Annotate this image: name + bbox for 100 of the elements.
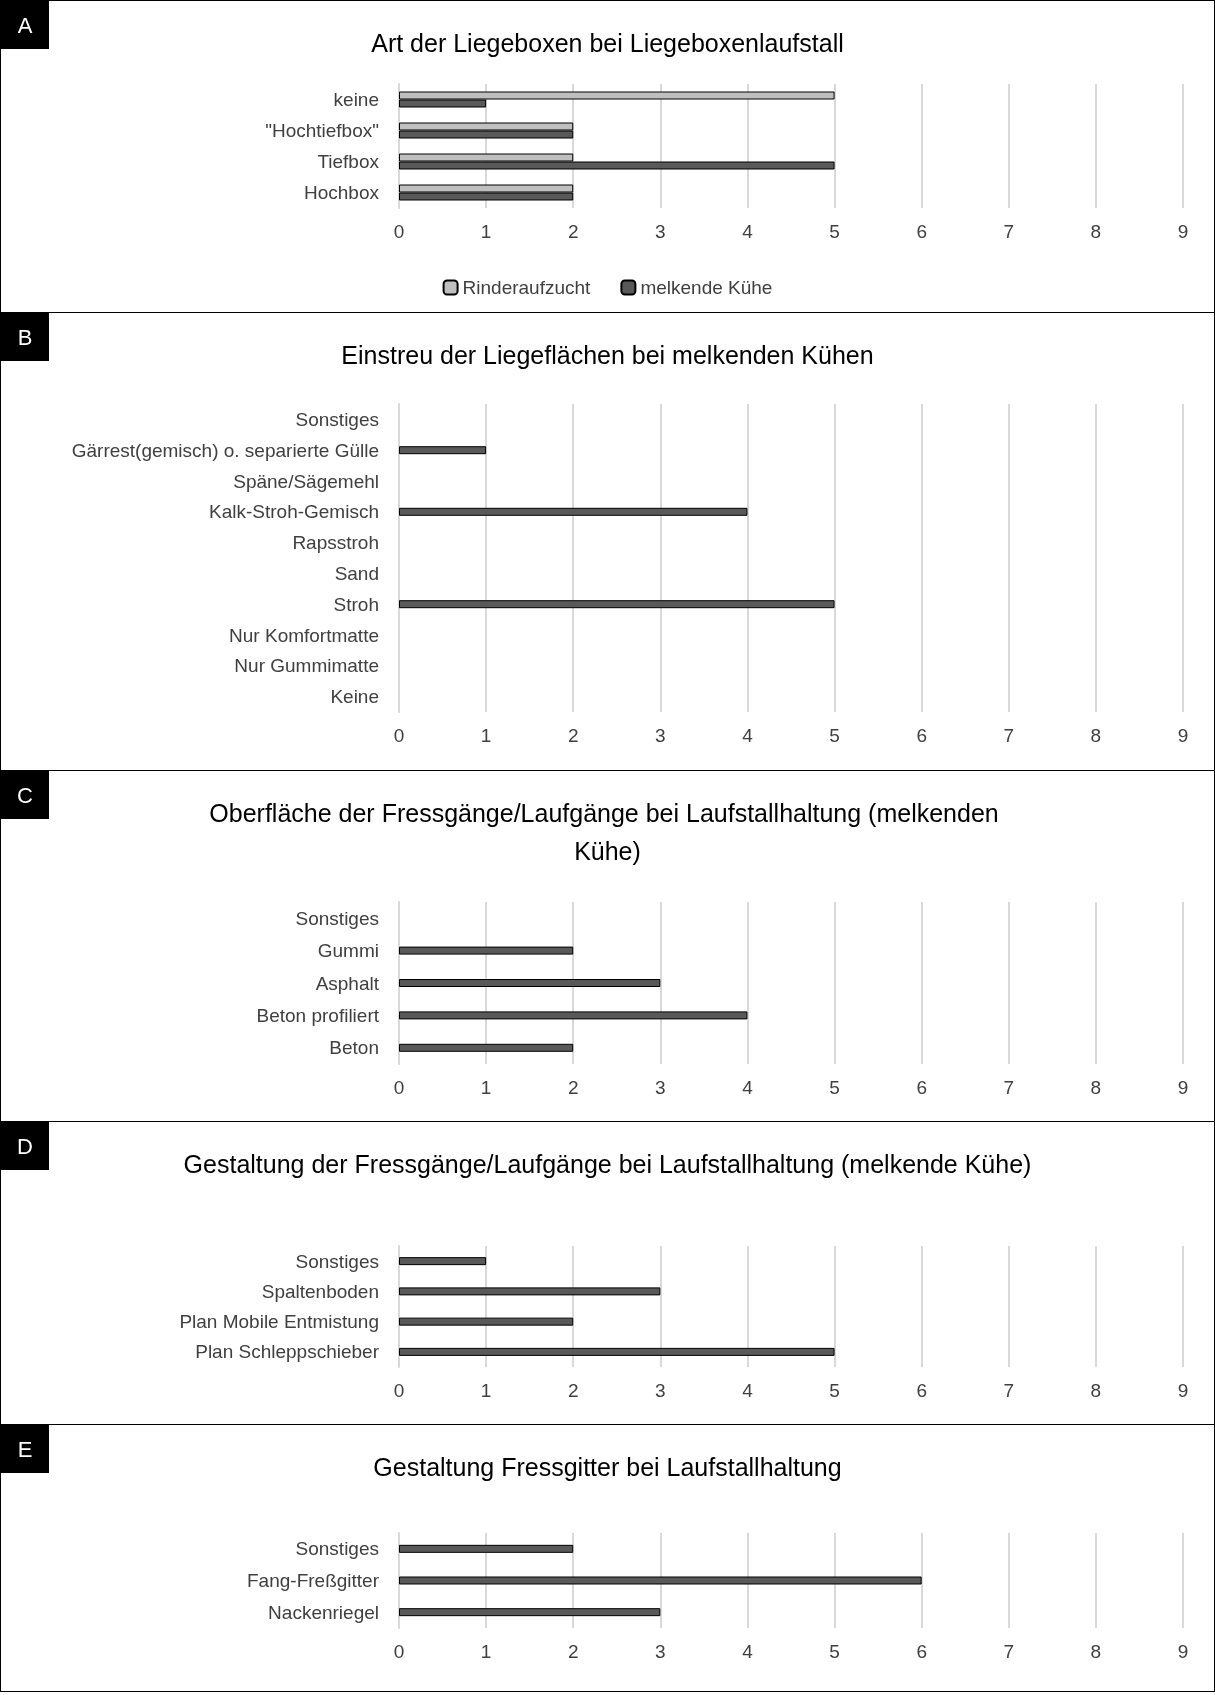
x-tick-label: 9 [1177, 1641, 1189, 1662]
x-tick-label: 5 [829, 725, 840, 746]
y-tick-label: Späne/Sägemehl [233, 470, 379, 492]
x-tick-label: 5 [829, 1077, 840, 1098]
x-tick-label: 0 [393, 725, 405, 746]
x-tick-label: 4 [742, 1380, 754, 1401]
bar [399, 1287, 661, 1296]
bar [399, 979, 661, 987]
y-tick-label: Gärrest(gemisch) o. separierte Gülle [71, 439, 379, 461]
bar [399, 1317, 574, 1326]
y-tick-label: "Hochtiefbox" [265, 120, 379, 141]
x-tick-label: 6 [916, 1077, 927, 1098]
x-tick-label: 8 [1090, 1077, 1102, 1098]
x-tick-label: 2 [567, 1380, 579, 1401]
x-tick-label: 6 [916, 221, 927, 242]
bar [399, 600, 835, 609]
x-tick-label: 0 [393, 1641, 405, 1662]
y-tick-label: Plan Mobile Entmistung [179, 1311, 379, 1333]
x-tick-label: 9 [1177, 1077, 1189, 1098]
text: D [17, 1133, 33, 1159]
bar [399, 1608, 661, 1617]
y-tick-label: Gummi [317, 940, 379, 962]
x-tick-label: 0 [393, 221, 405, 242]
y-tick-label: Sonstiges [295, 1538, 379, 1560]
x-tick-label: 9 [1177, 725, 1189, 746]
x-tick-label: 6 [916, 1380, 927, 1401]
y-tick-label: Sonstiges [295, 408, 379, 430]
x-tick-label: 6 [916, 725, 927, 746]
x-tick-label: 1 [480, 1641, 492, 1662]
y-tick-label: Keine [330, 686, 379, 708]
x-tick-label: 0 [393, 1077, 405, 1098]
legend-label: melkende Kühe [640, 277, 773, 298]
chart-title: Gestaltung Fressgitter bei Laufstallhaltung [373, 1453, 842, 1481]
y-tick-label: Nur Gummimatte [234, 655, 379, 677]
y-tick-label: Nackenriegel [268, 1601, 379, 1623]
bar [399, 507, 748, 516]
x-tick-label: 6 [916, 1641, 927, 1662]
x-tick-label: 7 [1003, 221, 1015, 242]
x-tick-label: 3 [655, 1641, 666, 1662]
x-tick-label: 3 [655, 1077, 666, 1098]
text: B [17, 324, 33, 350]
bar [399, 1043, 574, 1052]
legend-label: Rinderaufzucht [462, 277, 592, 298]
y-tick-label: keine [333, 89, 379, 110]
chart-title: Gestaltung der Fressgänge/Laufgänge bei Laufstallhaltung (melkende Kühe) [183, 1150, 1032, 1178]
x-tick-label: 1 [480, 725, 492, 746]
x-tick-label: 8 [1090, 1380, 1102, 1401]
y-tick-label: Kalk-Stroh-Gemisch [209, 501, 379, 523]
x-tick-label: 3 [655, 1380, 666, 1401]
x-tick-label: 0 [393, 1380, 405, 1401]
y-tick-label: Stroh [333, 593, 379, 615]
text: A [17, 12, 33, 38]
chart-title: Art der Liegeboxen bei Liegeboxenlaufstall [371, 29, 844, 57]
x-tick-label: 7 [1003, 725, 1015, 746]
x-tick-label: 1 [480, 221, 492, 242]
x-tick-label: 7 [1003, 1380, 1015, 1401]
y-tick-label: Nur Komfortmatte [229, 624, 379, 646]
y-tick-label: Rapsstroh [292, 532, 379, 554]
y-tick-label: Beton [329, 1037, 379, 1059]
bar [399, 446, 487, 455]
x-tick-label: 2 [567, 221, 579, 242]
y-tick-label: Tiefbox [317, 151, 380, 172]
x-tick-label: 2 [567, 1077, 579, 1098]
y-tick-label: Beton profiliert [256, 1004, 380, 1026]
bar [399, 1347, 835, 1356]
x-tick-label: 5 [829, 1380, 840, 1401]
y-tick-label: Sonstiges [295, 1250, 379, 1272]
text: E [17, 1436, 33, 1462]
bar [399, 1576, 922, 1585]
y-tick-label: Fang-Freßgitter [247, 1570, 380, 1591]
x-tick-label: 3 [655, 221, 666, 242]
y-tick-label: Asphalt [315, 972, 380, 994]
x-tick-label: 7 [1003, 1077, 1015, 1098]
x-tick-label: 8 [1090, 1641, 1102, 1662]
x-tick-label: 4 [742, 725, 754, 746]
bar [399, 946, 574, 955]
chart-title: Oberfläche der Fressgänge/Laufgänge bei Laufstallhaltung (melkenden Kühe) [209, 799, 1006, 865]
y-tick-label: Plan Schleppschieber [195, 1341, 380, 1363]
bar [399, 1257, 487, 1266]
x-tick-label: 4 [742, 1641, 754, 1662]
x-tick-label: 9 [1177, 1380, 1189, 1401]
y-tick-label: Sand [334, 562, 379, 584]
bar [399, 1011, 748, 1020]
y-tick-label: Spaltenboden [261, 1280, 379, 1302]
bar [399, 1544, 574, 1553]
x-tick-label: 7 [1003, 1641, 1015, 1662]
x-tick-label: 8 [1090, 221, 1102, 242]
x-tick-label: 4 [742, 221, 754, 242]
x-tick-label: 2 [567, 725, 579, 746]
x-tick-label: 4 [742, 1077, 754, 1098]
chart-title: Einstreu der Liegeflächen bei melkenden Kühen [341, 341, 874, 369]
x-tick-label: 1 [480, 1077, 492, 1098]
y-tick-label: Hochbox [304, 182, 380, 203]
text: C [17, 782, 34, 808]
y-tick-label: Sonstiges [295, 907, 379, 929]
x-tick-label: 2 [567, 1641, 579, 1662]
x-tick-label: 5 [829, 221, 840, 242]
x-tick-label: 8 [1090, 725, 1102, 746]
x-tick-label: 5 [829, 1641, 840, 1662]
x-tick-label: 1 [480, 1380, 492, 1401]
